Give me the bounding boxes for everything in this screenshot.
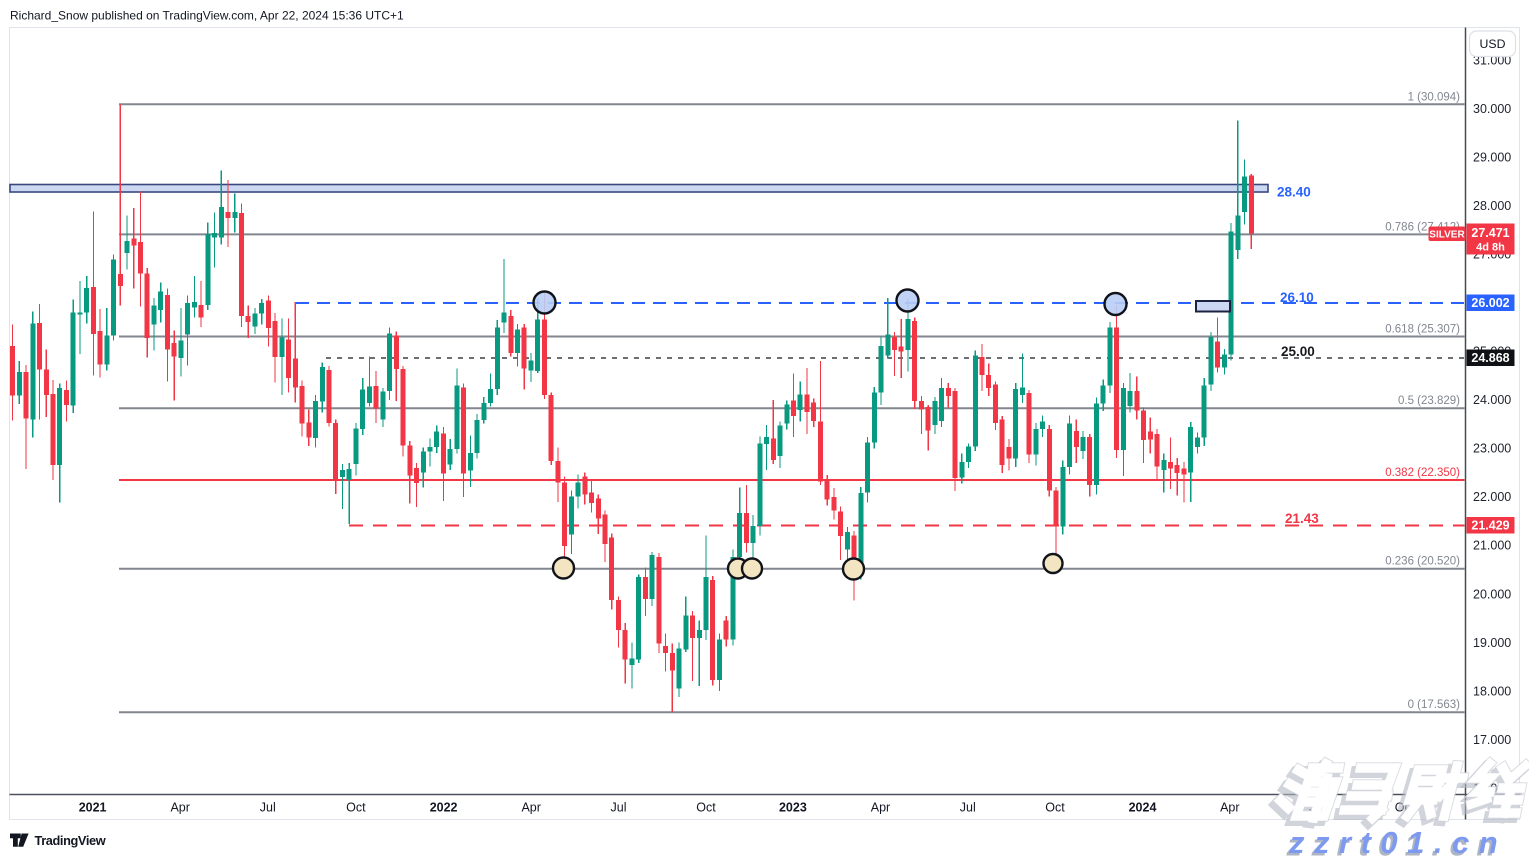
svg-text:2024: 2024 <box>1129 801 1157 815</box>
svg-text:Richard_Snow published on Trad: Richard_Snow published on TradingView.co… <box>10 9 404 23</box>
svg-text:23.000: 23.000 <box>1473 442 1511 456</box>
svg-text:17.000: 17.000 <box>1473 733 1511 747</box>
svg-text:19.000: 19.000 <box>1473 636 1511 650</box>
svg-text:26.002: 26.002 <box>1471 296 1509 310</box>
svg-text:USD: USD <box>1480 37 1506 51</box>
svg-text:Apr: Apr <box>871 801 890 815</box>
svg-text:2021: 2021 <box>79 801 107 815</box>
svg-text:0.618 (25.307): 0.618 (25.307) <box>1385 324 1460 336</box>
svg-text:26.10: 26.10 <box>1280 290 1314 305</box>
svg-text:28.000: 28.000 <box>1473 199 1511 213</box>
svg-text:SILVER: SILVER <box>1429 230 1465 241</box>
svg-text:Oct: Oct <box>696 801 716 815</box>
svg-text:Jul: Jul <box>260 801 276 815</box>
svg-text:18.000: 18.000 <box>1473 684 1511 698</box>
svg-text:20.000: 20.000 <box>1473 587 1511 601</box>
svg-text:22.000: 22.000 <box>1473 490 1511 504</box>
svg-text:zzrt01.cn: zzrt01.cn <box>1286 828 1505 857</box>
svg-text:2022: 2022 <box>430 801 458 815</box>
svg-text:24.868: 24.868 <box>1471 351 1509 365</box>
svg-text:Apr: Apr <box>521 801 540 815</box>
svg-text:29.000: 29.000 <box>1473 151 1511 165</box>
svg-text:21.43: 21.43 <box>1285 511 1319 526</box>
svg-text:TradingView: TradingView <box>35 833 106 848</box>
svg-text:0.5 (23.829): 0.5 (23.829) <box>1398 395 1460 407</box>
svg-text:Apr: Apr <box>170 801 189 815</box>
svg-text:25.00: 25.00 <box>1281 344 1315 359</box>
svg-text:30.000: 30.000 <box>1473 102 1511 116</box>
svg-text:Oct: Oct <box>1045 801 1065 815</box>
svg-text:28.40: 28.40 <box>1277 185 1311 200</box>
svg-text:1 (30.094): 1 (30.094) <box>1408 91 1461 103</box>
svg-text:Jul: Jul <box>611 801 627 815</box>
svg-text:4d 8h: 4d 8h <box>1476 242 1505 254</box>
svg-text:Apr: Apr <box>1220 801 1239 815</box>
svg-text:27.471: 27.471 <box>1471 226 1509 240</box>
svg-text:2023: 2023 <box>779 801 807 815</box>
svg-text:24.000: 24.000 <box>1473 393 1511 407</box>
svg-text:0 (17.563): 0 (17.563) <box>1408 699 1461 711</box>
svg-text:0.236 (20.520): 0.236 (20.520) <box>1385 556 1460 568</box>
svg-text:Oct: Oct <box>346 801 366 815</box>
svg-text:Jul: Jul <box>960 801 976 815</box>
svg-text:0.382 (22.350): 0.382 (22.350) <box>1385 467 1460 479</box>
svg-text:21.429: 21.429 <box>1471 519 1509 533</box>
svg-text:21.000: 21.000 <box>1473 539 1511 553</box>
svg-text:zzrt01.cn: zzrt01.cn <box>1288 825 1507 857</box>
